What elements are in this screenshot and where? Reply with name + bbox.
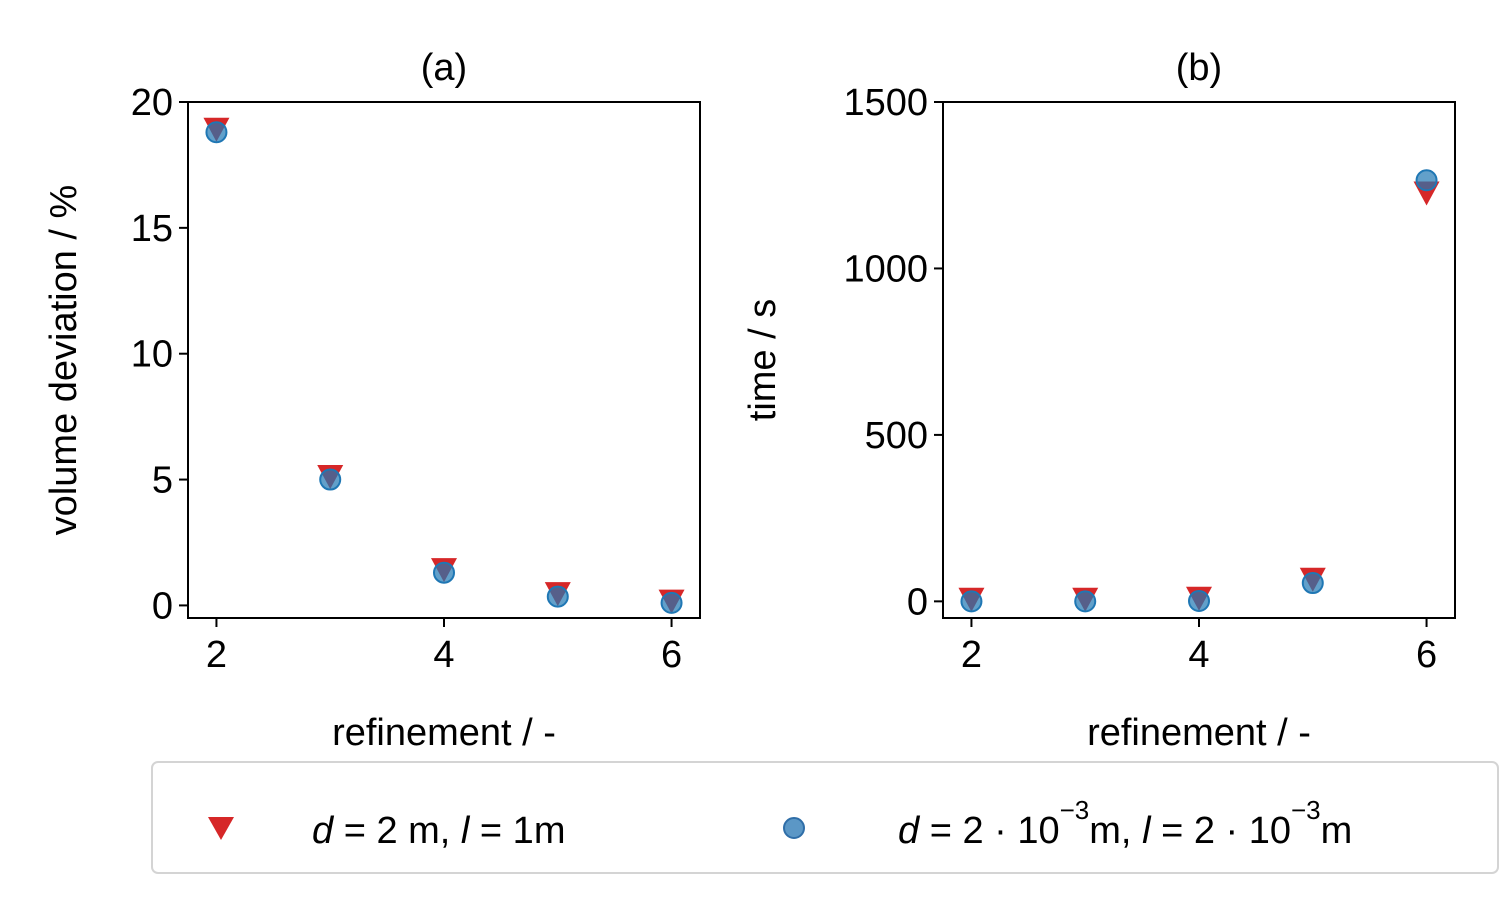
point-b-circle-4 xyxy=(1188,590,1210,613)
x-tick-label-a-6: 6 xyxy=(661,634,682,676)
x-tick-label-b-6: 6 xyxy=(1416,634,1437,676)
plot-frame-a xyxy=(187,101,701,619)
x-axis-label-b: refinement / - xyxy=(1087,712,1311,754)
point-a-circle-4 xyxy=(433,561,455,584)
legend-2-text-a: = 2 · 10 xyxy=(919,810,1059,852)
legend-2-text-c: = 2 · 10 xyxy=(1151,810,1291,852)
legend-1-text-b: = 1m xyxy=(469,810,565,852)
panel-a: (a) 2 4 6 0 5 10 15 20 refinement / - volume devia… xyxy=(43,47,701,754)
chart-title-b: (b) xyxy=(1176,47,1222,89)
chart-title-a: (a) xyxy=(421,47,467,89)
point-a-circle-6 xyxy=(660,591,683,614)
legend-frame xyxy=(151,761,1499,874)
x-axis-label-a: refinement / - xyxy=(332,712,556,754)
point-a-circle-5 xyxy=(546,585,569,608)
y-tick-label-a-5: 5 xyxy=(152,460,173,502)
legend-2-exponent-1: −3 xyxy=(1060,795,1090,825)
legend-2-var-l: l xyxy=(1142,810,1152,852)
point-b-circle-5 xyxy=(1301,572,1324,595)
legend-2-text-b: m, xyxy=(1089,810,1142,852)
point-b-circle-3 xyxy=(1074,590,1097,613)
legend-2-text-d: m xyxy=(1321,810,1353,852)
legend-marker-triangle xyxy=(208,817,234,840)
legend-2-exponent-2: −3 xyxy=(1291,795,1321,825)
plot-frame-b xyxy=(942,101,1456,619)
point-a-circle-3 xyxy=(319,468,342,491)
legend-label-series-1: d = 2 m, l = 1m xyxy=(312,810,565,852)
point-a-circle-2 xyxy=(205,121,228,144)
y-tick-label-a-20: 20 xyxy=(131,82,173,124)
x-tick-label-b-4: 4 xyxy=(1188,634,1209,676)
panel-b: (b) 2 4 6 0 500 1000 1500 refinement / - time / s xyxy=(742,47,1456,754)
y-tick-label-a-10: 10 xyxy=(131,334,173,376)
y-tick-label-b-1000: 1000 xyxy=(843,248,928,290)
x-tick-label-a-2: 2 xyxy=(206,634,227,676)
point-b-circle-2 xyxy=(960,590,983,613)
x-tick-label-a-4: 4 xyxy=(433,634,454,676)
legend-2-var-d: d xyxy=(898,810,921,852)
y-tick-label-b-500: 500 xyxy=(865,415,928,457)
y-tick-label-b-0: 0 xyxy=(907,581,928,623)
y-tick-label-a-15: 15 xyxy=(131,208,173,250)
legend-marker-circle xyxy=(783,817,805,839)
x-tick-label-b-2: 2 xyxy=(961,634,982,676)
y-tick-label-b-1500: 1500 xyxy=(843,82,928,124)
point-b-circle-6 xyxy=(1415,169,1438,192)
y-tick-label-a-0: 0 xyxy=(152,585,173,627)
y-axis-label-b: time / s xyxy=(742,299,784,421)
legend-1-var-d: d xyxy=(312,810,335,852)
legend: d = 2 m, l = 1m d = 2 · 10−3m, l = 2 · 1… xyxy=(151,761,1499,874)
legend-1-var-l: l xyxy=(461,810,471,852)
legend-1-text-a: = 2 m, xyxy=(333,810,461,852)
legend-label-series-2: d = 2 · 10−3m, l = 2 · 10−3m xyxy=(898,795,1352,852)
y-axis-label-a: volume deviation / % xyxy=(43,185,85,536)
